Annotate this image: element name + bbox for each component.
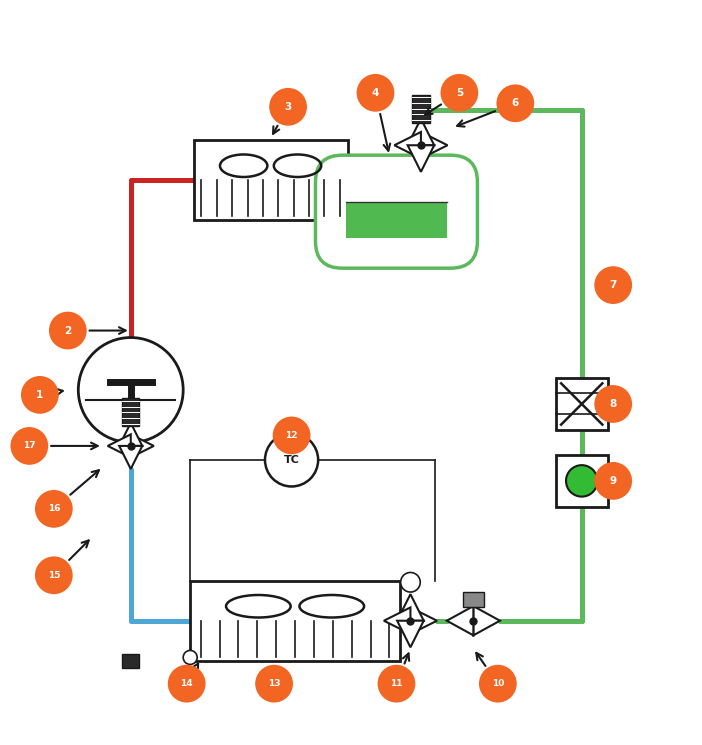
Text: 5: 5 — [456, 88, 463, 98]
Text: 7: 7 — [609, 280, 617, 290]
Circle shape — [35, 490, 73, 527]
Polygon shape — [131, 434, 154, 457]
Polygon shape — [473, 606, 500, 635]
Bar — [122, 654, 139, 668]
Circle shape — [566, 465, 597, 497]
Text: 13: 13 — [268, 679, 280, 688]
Polygon shape — [397, 621, 424, 647]
Text: 6: 6 — [512, 98, 519, 108]
Circle shape — [595, 462, 632, 500]
Text: 12: 12 — [285, 431, 298, 440]
Polygon shape — [446, 606, 473, 635]
Text: 16: 16 — [48, 504, 60, 513]
Text: 15: 15 — [48, 571, 60, 580]
Text: 14: 14 — [180, 679, 193, 688]
Bar — [346, 202, 447, 238]
Polygon shape — [411, 607, 437, 634]
Polygon shape — [408, 145, 435, 172]
Circle shape — [265, 434, 318, 486]
Text: 10: 10 — [491, 679, 504, 688]
Circle shape — [378, 665, 416, 703]
Circle shape — [11, 427, 48, 465]
Text: TC: TC — [284, 455, 300, 465]
Circle shape — [269, 88, 307, 126]
Text: 3: 3 — [284, 102, 292, 112]
Circle shape — [440, 74, 478, 112]
Bar — [190, 580, 400, 661]
Polygon shape — [119, 446, 143, 469]
Circle shape — [595, 385, 632, 423]
Text: 8: 8 — [609, 399, 617, 409]
Polygon shape — [107, 434, 131, 457]
Polygon shape — [421, 132, 447, 159]
Circle shape — [183, 650, 197, 665]
Circle shape — [256, 665, 293, 703]
Text: 17: 17 — [23, 442, 36, 451]
Bar — [555, 378, 608, 430]
Bar — [555, 454, 608, 507]
Polygon shape — [408, 118, 435, 145]
Polygon shape — [119, 423, 143, 446]
Polygon shape — [395, 132, 421, 159]
Bar — [412, 95, 430, 123]
Circle shape — [35, 557, 73, 595]
Bar — [122, 399, 140, 426]
Circle shape — [496, 84, 534, 122]
Circle shape — [401, 572, 420, 592]
Bar — [463, 592, 484, 607]
Circle shape — [595, 266, 632, 304]
Circle shape — [357, 74, 395, 112]
Circle shape — [272, 416, 310, 454]
Circle shape — [479, 665, 517, 703]
Bar — [194, 140, 347, 221]
Polygon shape — [384, 607, 411, 634]
Text: 11: 11 — [390, 679, 403, 688]
FancyBboxPatch shape — [315, 155, 477, 268]
Polygon shape — [397, 595, 424, 621]
Text: 4: 4 — [372, 88, 379, 98]
Text: 1: 1 — [37, 390, 44, 400]
Circle shape — [21, 376, 59, 413]
Circle shape — [79, 337, 183, 443]
Circle shape — [168, 665, 206, 703]
Text: 9: 9 — [609, 476, 617, 486]
Circle shape — [49, 311, 86, 349]
Text: 2: 2 — [64, 326, 72, 335]
